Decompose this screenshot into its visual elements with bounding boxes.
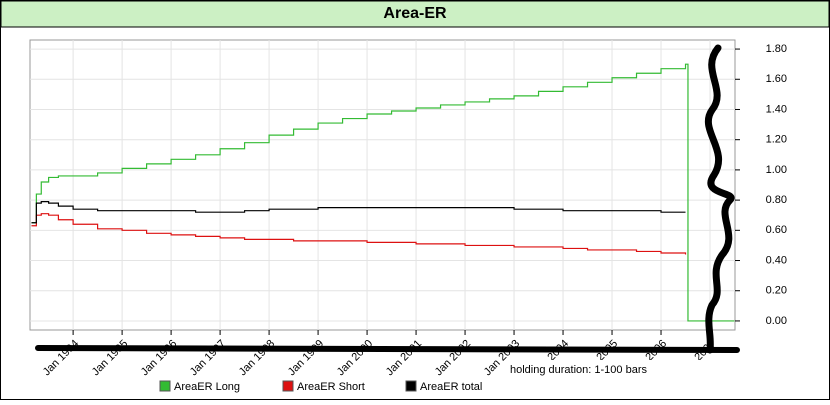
legend-label: AreaER Short <box>297 381 365 393</box>
y-tick-label: 0.20 <box>766 285 787 297</box>
y-tick-label: 1.00 <box>766 164 787 176</box>
scribble <box>704 44 735 354</box>
chart-title: Area-ER <box>383 5 447 22</box>
grid <box>30 40 735 330</box>
y-tick-label: 0.80 <box>766 194 787 206</box>
y-tick-label: 1.20 <box>766 134 787 146</box>
scribble <box>35 345 740 353</box>
y-tick-label: 1.60 <box>766 73 787 85</box>
note-box <box>505 360 755 384</box>
legend-swatch <box>282 380 294 392</box>
y-tick-label: 0.40 <box>766 254 787 266</box>
lines <box>31 63 735 322</box>
legend: AreaER Long AreaER Short AreaER total <box>159 380 482 393</box>
plot-area <box>29 39 736 331</box>
y-tick-label: 0.00 <box>766 315 787 327</box>
series-line <box>31 213 687 255</box>
y-tick-label: 1.40 <box>766 103 787 115</box>
legend-label: AreaER total <box>420 381 482 393</box>
legend-label: AreaER Long <box>174 381 240 393</box>
annotation: holding duration: 1-100 bars <box>510 364 647 376</box>
legend-swatch <box>159 380 171 392</box>
title-bar <box>0 0 830 28</box>
y-tick-label: 0.60 <box>766 224 787 236</box>
y-tick-label: 1.80 <box>766 43 787 55</box>
legend-swatch <box>405 380 417 392</box>
series-line <box>31 201 686 224</box>
series-line <box>31 63 735 322</box>
